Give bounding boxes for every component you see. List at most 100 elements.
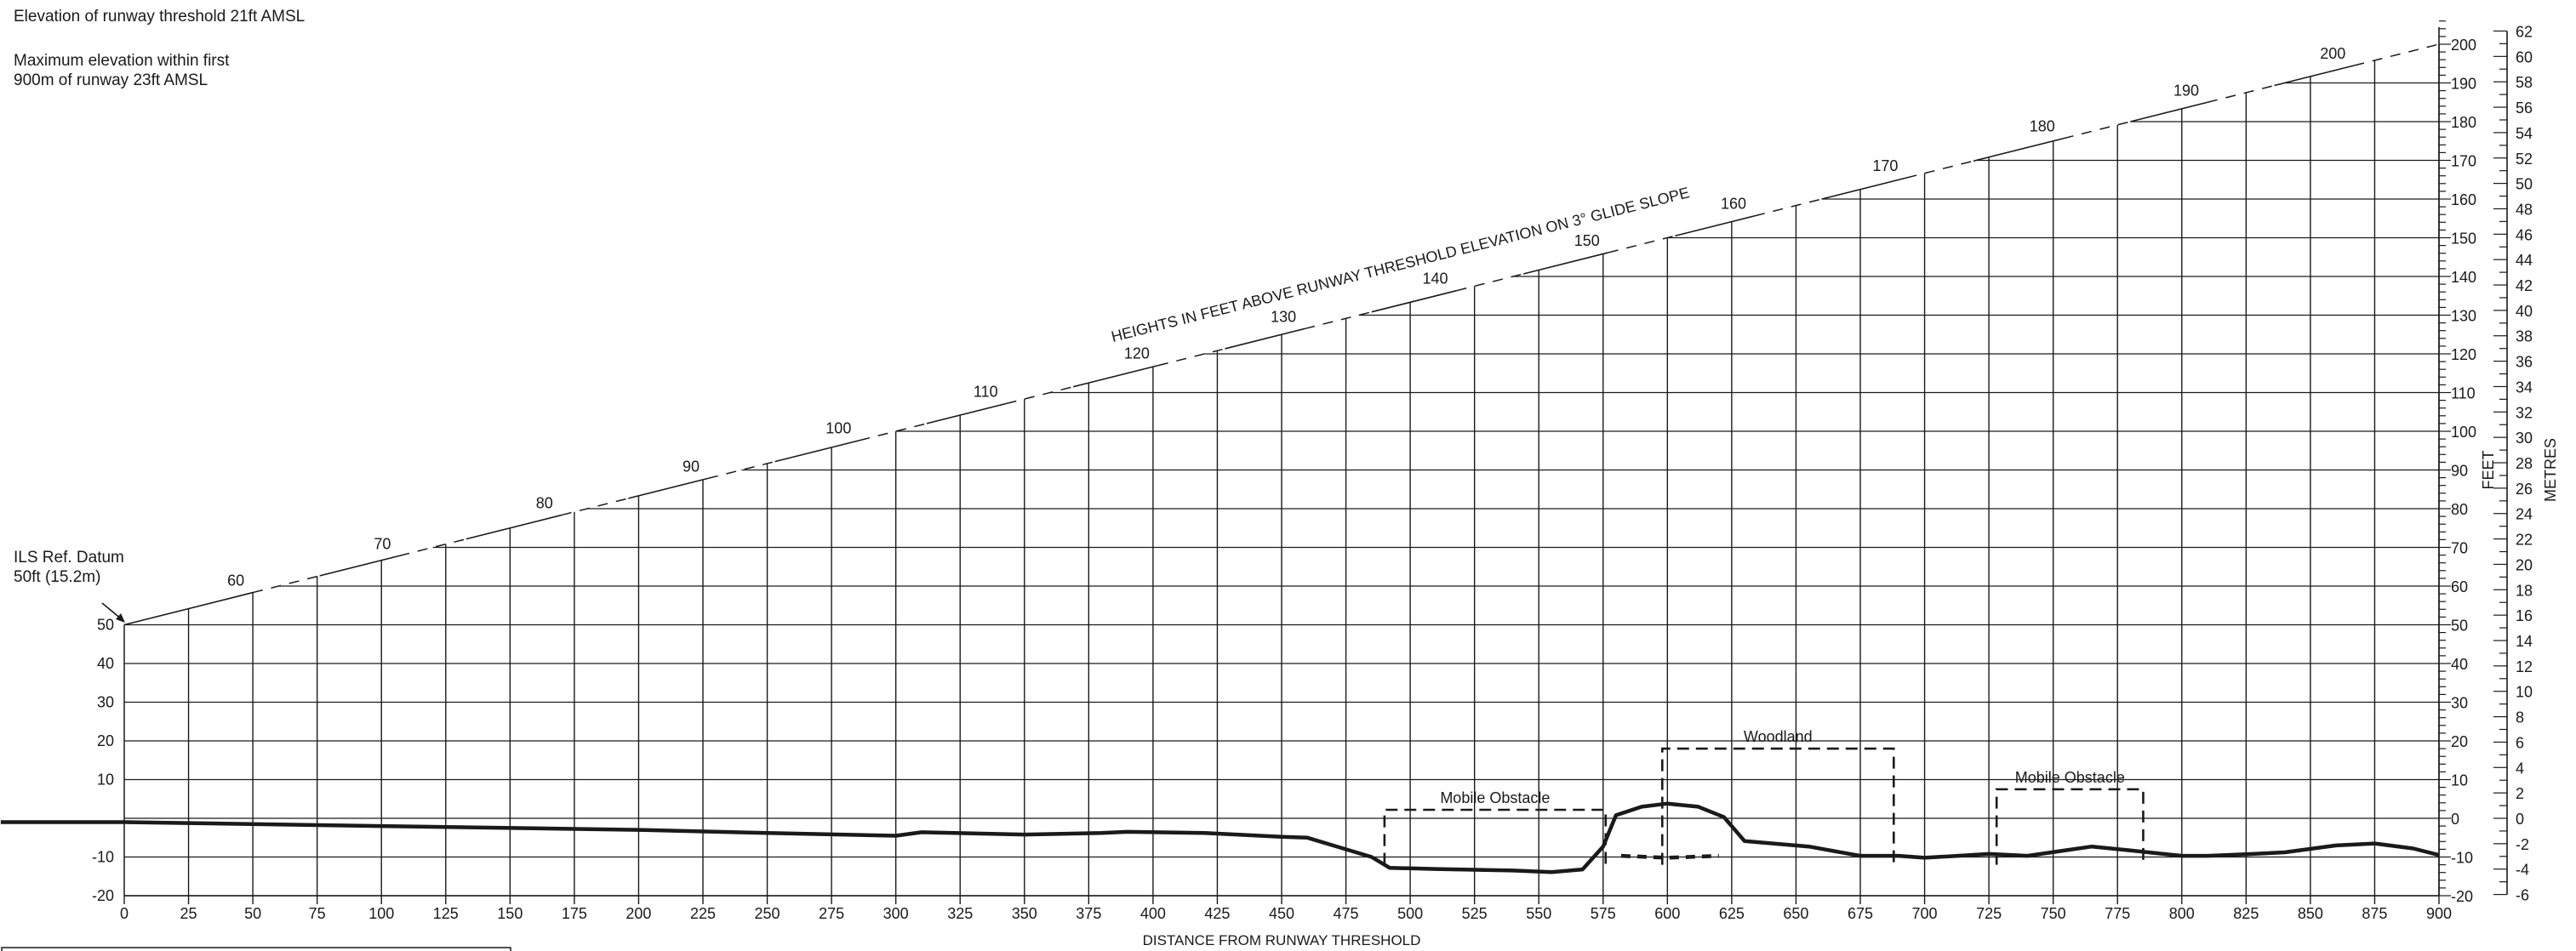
obstacle-label: Woodland bbox=[1744, 728, 1813, 745]
x-tick-label: 700 bbox=[1912, 905, 1938, 922]
x-tick-label: 175 bbox=[562, 905, 587, 922]
right-y-tick-label-metres: 26 bbox=[2516, 481, 2533, 498]
x-tick-label: 375 bbox=[1076, 905, 1101, 922]
glide-slope-height-label: 130 bbox=[1271, 308, 1296, 325]
x-axis-label: DISTANCE FROM RUNWAY THRESHOLD bbox=[1143, 932, 1421, 948]
right-y-tick-label-metres: -4 bbox=[2516, 862, 2529, 879]
obstacle-boxes: Mobile Obstacle Woodland Mobile Obstacle bbox=[1383, 728, 2145, 865]
x-tick-label: 775 bbox=[2105, 905, 2130, 922]
right-y-tick-label-metres: 46 bbox=[2516, 226, 2533, 243]
glide-slope-dashed bbox=[1456, 273, 1524, 292]
right-y-tick-label-metres: 6 bbox=[2516, 734, 2524, 751]
obstacle-label: Mobile Obstacle bbox=[1440, 789, 1550, 806]
glide-slope-height-label: 120 bbox=[1124, 345, 1150, 362]
glide-slope-segment bbox=[2274, 65, 2355, 87]
x-tick-label: 525 bbox=[1462, 905, 1488, 922]
x-tick-label: 325 bbox=[947, 905, 973, 922]
glide-slope-dashed bbox=[1608, 235, 1676, 253]
glide-slope-dashed bbox=[860, 423, 928, 441]
x-tick-label: 425 bbox=[1204, 905, 1230, 922]
ils-datum-line-1: ILS Ref. Datum bbox=[14, 549, 124, 567]
obstacle-outline bbox=[1660, 747, 1895, 865]
right-y-tick-label-metres: -2 bbox=[2516, 836, 2529, 853]
x-tick-label: 850 bbox=[2298, 905, 2323, 922]
right-y-tick-label-feet: 140 bbox=[2451, 269, 2476, 286]
right-y-tick-label-metres: 36 bbox=[2516, 354, 2533, 371]
right-y-tick-label-feet: 180 bbox=[2451, 114, 2476, 131]
glide-slope-segment bbox=[1973, 137, 2064, 162]
x-tick-label: 300 bbox=[883, 905, 909, 922]
right-y-tick-label-feet: 10 bbox=[2451, 772, 2468, 789]
right-y-tick-label-feet: -10 bbox=[2451, 850, 2473, 867]
right-y-tick-label-feet: 200 bbox=[2451, 37, 2476, 54]
glide-slope-height-label: 180 bbox=[2030, 118, 2055, 135]
glide-slope-dashed bbox=[1754, 198, 1822, 217]
glide-slope-dashed bbox=[399, 538, 467, 557]
glide-slope-height-label: 110 bbox=[974, 383, 998, 400]
glide-slope-height-label: 90 bbox=[683, 458, 700, 475]
right-y-tick-label-feet: 70 bbox=[2451, 540, 2468, 557]
glide-slope-height-label: 150 bbox=[1574, 232, 1600, 249]
right-y-tick-label-feet: 30 bbox=[2451, 695, 2468, 712]
x-tick-label: 50 bbox=[244, 905, 261, 922]
glide-slope-height-label: 80 bbox=[536, 495, 553, 512]
threshold-elevation-text: Elevation of runway threshold 21ft AMSL bbox=[14, 8, 306, 26]
right-y-tick-label-metres: 62 bbox=[2516, 23, 2533, 40]
left-y-tick-label: -20 bbox=[92, 887, 114, 904]
glide-slope-segment bbox=[466, 514, 562, 540]
glide-slope-segment bbox=[319, 555, 400, 577]
x-tick-label: 100 bbox=[368, 905, 394, 922]
right-y-tick-label-metres: -6 bbox=[2516, 887, 2529, 904]
glide-slope-segment bbox=[1522, 252, 1609, 275]
x-tick-label: 25 bbox=[180, 905, 197, 922]
right-y-tick-label-feet: 170 bbox=[2451, 153, 2476, 170]
right-y-tick-label-feet: 20 bbox=[2451, 733, 2468, 750]
axis-labels: 6070809010011012013014015016017018019020… bbox=[92, 23, 2533, 922]
right-y-tick-label-metres: 30 bbox=[2516, 430, 2533, 447]
glide-slope-dashed bbox=[1006, 385, 1074, 405]
right-y-tick-label-metres: 60 bbox=[2516, 48, 2533, 65]
right-y-tick-label-feet: 120 bbox=[2451, 346, 2476, 363]
right-y-tick-label-metres: 52 bbox=[2516, 151, 2533, 168]
x-tick-label: 200 bbox=[625, 905, 651, 922]
x-tick-label: 750 bbox=[2041, 905, 2066, 922]
x-tick-label: 125 bbox=[433, 905, 459, 922]
right-y-tick-label-feet: 190 bbox=[2451, 76, 2476, 93]
glide-slope-dashed bbox=[2207, 84, 2275, 103]
glide-slope-height-label: 60 bbox=[227, 572, 244, 589]
left-y-tick-label: 20 bbox=[97, 732, 114, 749]
right-y-tick-label-metres: 34 bbox=[2516, 379, 2533, 396]
glide-slope-height-label: 160 bbox=[1721, 196, 1746, 213]
right-y-tick-label-metres: 2 bbox=[2516, 785, 2524, 802]
right-y-tick-label-metres: 44 bbox=[2516, 252, 2533, 269]
obstacle-label: Mobile Obstacle bbox=[2015, 769, 2125, 786]
x-tick-label: 500 bbox=[1397, 905, 1423, 922]
glide-slope-height-label: 70 bbox=[374, 535, 391, 552]
bottom-frame-fragment bbox=[1, 947, 511, 951]
right-y-tick-label-metres: 32 bbox=[2516, 404, 2533, 421]
max-elevation-note: Maximum elevation within first 900m of r… bbox=[14, 51, 229, 90]
glide-slope-dashed bbox=[561, 498, 629, 516]
glide-slope-segment bbox=[1225, 327, 1305, 350]
glide-slope-segment bbox=[628, 477, 709, 499]
glide-slope-dashed bbox=[252, 575, 320, 594]
right-y-tick-label-feet: 100 bbox=[2451, 424, 2476, 441]
glide-slope-segment bbox=[2130, 101, 2208, 122]
right-y-tick-label-metres: 58 bbox=[2516, 74, 2533, 91]
right-y-tick-label-feet: 90 bbox=[2451, 463, 2468, 480]
glide-slope-dashed bbox=[2063, 121, 2131, 140]
left-y-tick-label: 50 bbox=[97, 617, 114, 634]
ils-datum-note: ILS Ref. Datum 50ft (15.2m) bbox=[14, 548, 124, 587]
x-tick-label: 250 bbox=[755, 905, 780, 922]
grid-lines bbox=[124, 44, 2440, 897]
right-y-tick-label-feet: 0 bbox=[2451, 811, 2459, 828]
x-tick-label: 575 bbox=[1591, 905, 1616, 922]
max-elevation-line-2: 900m of runway 23ft AMSL bbox=[14, 71, 208, 89]
left-y-tick-label: 40 bbox=[97, 655, 114, 672]
right-y-tick-label-metres: 28 bbox=[2516, 455, 2533, 472]
x-tick-label: 450 bbox=[1269, 905, 1294, 922]
right-y-tick-label-metres: 42 bbox=[2516, 277, 2533, 294]
right-y-tick-label-metres: 20 bbox=[2516, 556, 2533, 573]
x-tick-label: 675 bbox=[1848, 905, 1873, 922]
